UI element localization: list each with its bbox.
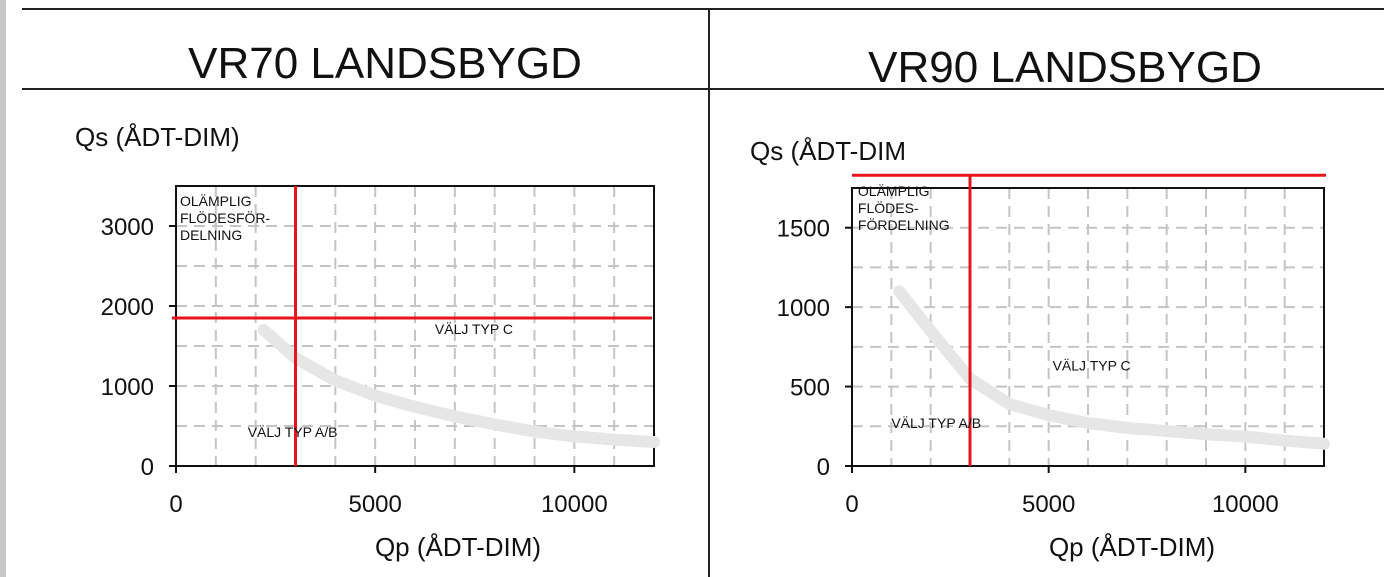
x-tick-label: 5000 — [1022, 491, 1075, 518]
y-tick-label: 1000 — [101, 374, 154, 401]
chart-annotation: VÄLJ TYP A/B — [891, 415, 981, 431]
chart-title-vr70: VR70 LANDSBYGD — [188, 39, 582, 88]
y-tick-label: 0 — [817, 454, 830, 481]
chart-annotation: VÄLJ TYP C — [1053, 358, 1131, 374]
chart-annotation: OLÄMPLIG FLÖDES-FÖRDELNING — [858, 183, 950, 233]
chart-annotation: OLÄMPLIG FLÖDESFÖR-DELNING — [180, 193, 271, 243]
y-tick-label: 1000 — [777, 295, 830, 322]
y-tick-label: 0 — [141, 454, 154, 481]
title-rule — [22, 88, 1384, 90]
plot-frame — [175, 185, 655, 467]
series-line — [893, 285, 1330, 450]
series-line — [257, 324, 660, 448]
y-tick-label: 1500 — [777, 216, 830, 243]
x-tick-label: 10000 — [541, 491, 608, 518]
y-axis-label-vr70: Qs (ÅDT-DIM) — [75, 122, 240, 152]
chart-annotation: VÄLJ TYP A/B — [248, 424, 338, 440]
x-tick-label: 5000 — [348, 491, 401, 518]
x-tick-label: 10000 — [1212, 491, 1279, 518]
x-axis-label-vr70: Qp (ÅDT-DIM) — [375, 532, 541, 562]
panel-divider — [708, 8, 710, 577]
left-margin-bar — [0, 0, 6, 577]
plot-area-vr70: 0 5000 10000 0 1000 2000 3000 OLÄMPLIG FLÖDESFÖR… — [101, 185, 660, 518]
y-tick-label: 2000 — [101, 294, 154, 321]
plot-area-vr90: 0 5000 10000 0 500 1000 1500 OLÄMPLIG FLÖDES-FÖR… — [777, 173, 1330, 518]
x-tick-label: 0 — [845, 491, 858, 518]
y-axis-label-vr90: Qs (ÅDT-DIM — [750, 136, 906, 166]
plot-frame — [851, 187, 1325, 467]
chart-annotation: VÄLJ TYP C — [435, 321, 513, 337]
x-tick-label: 0 — [169, 491, 182, 518]
top-rule — [22, 8, 1384, 10]
chart-title-vr90: VR90 LANDSBYGD — [868, 43, 1262, 92]
y-tick-label: 500 — [790, 375, 830, 402]
y-tick-label: 3000 — [101, 214, 154, 241]
x-axis-label-vr90: Qp (ÅDT-DIM) — [1049, 532, 1215, 562]
